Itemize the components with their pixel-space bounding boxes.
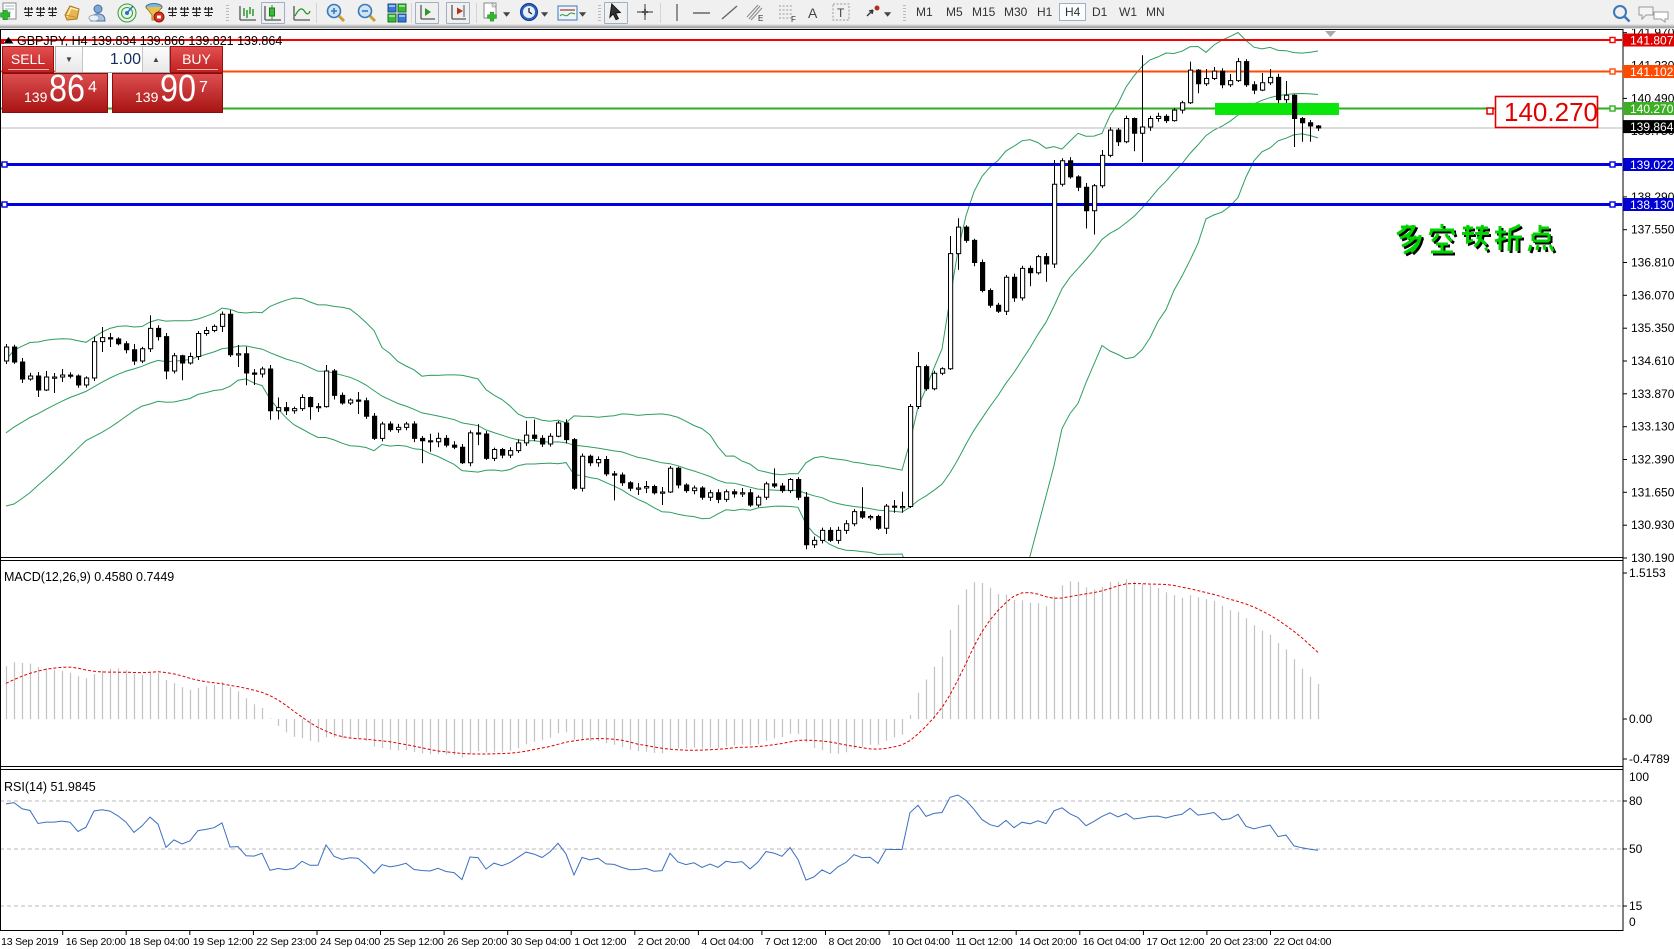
- svg-text:4 Oct 04:00: 4 Oct 04:00: [701, 936, 753, 948]
- svg-text:0: 0: [1629, 915, 1636, 929]
- svg-text:138.130: 138.130: [1630, 198, 1674, 212]
- svg-text:8 Oct 20:00: 8 Oct 20:00: [829, 936, 881, 948]
- svg-text:137.550: 137.550: [1631, 223, 1674, 237]
- svg-text:139.022: 139.022: [1630, 158, 1674, 172]
- svg-text:132.390: 132.390: [1631, 453, 1674, 467]
- svg-text:E: E: [758, 14, 763, 23]
- svg-text:133.130: 133.130: [1631, 420, 1674, 434]
- svg-text:141.807: 141.807: [1630, 34, 1674, 48]
- svg-text:16 Sep 20:00: 16 Sep 20:00: [66, 936, 126, 948]
- svg-text:139.864: 139.864: [1630, 120, 1674, 134]
- svg-text:131.650: 131.650: [1631, 485, 1674, 499]
- svg-text:2 Oct 20:00: 2 Oct 20:00: [638, 936, 690, 948]
- svg-text:1 Oct 12:00: 1 Oct 12:00: [574, 936, 626, 948]
- svg-text:133.870: 133.870: [1631, 387, 1674, 401]
- svg-text:11 Oct 12:00: 11 Oct 12:00: [956, 936, 1013, 948]
- svg-text:50: 50: [1629, 842, 1643, 856]
- svg-text:10 Oct 04:00: 10 Oct 04:00: [892, 936, 950, 948]
- svg-text:F: F: [791, 15, 796, 24]
- svg-text:7 Oct 12:00: 7 Oct 12:00: [765, 936, 817, 948]
- svg-text:-0.4789: -0.4789: [1629, 752, 1670, 766]
- svg-text:24 Sep 04:00: 24 Sep 04:00: [320, 936, 380, 948]
- svg-text:1.5153: 1.5153: [1629, 566, 1666, 580]
- svg-text:130.190: 130.190: [1631, 551, 1674, 565]
- svg-text:134.610: 134.610: [1631, 354, 1674, 368]
- svg-text:13 Sep 2019: 13 Sep 2019: [1, 936, 59, 948]
- svg-text:140.490: 140.490: [1631, 91, 1674, 105]
- svg-text:15: 15: [1629, 899, 1643, 913]
- svg-text:16 Oct 04:00: 16 Oct 04:00: [1083, 936, 1141, 948]
- svg-text:25 Sep 12:00: 25 Sep 12:00: [384, 936, 444, 948]
- svg-text:135.350: 135.350: [1631, 321, 1674, 335]
- svg-text:130.930: 130.930: [1631, 518, 1674, 532]
- svg-text:A: A: [808, 5, 818, 21]
- svg-text:0.00: 0.00: [1629, 712, 1653, 726]
- svg-text:GBPJPY, H4 139.834 139.866 13: GBPJPY, H4 139.834 139.866 139.821 139.8…: [17, 34, 282, 48]
- svg-text:RSI(14) 51.9845: RSI(14) 51.9845: [4, 780, 96, 794]
- svg-text:22 Sep 23:00: 22 Sep 23:00: [256, 936, 316, 948]
- svg-text:19 Sep 12:00: 19 Sep 12:00: [193, 936, 253, 948]
- svg-text:136.070: 136.070: [1631, 288, 1674, 302]
- svg-text:18 Sep 04:00: 18 Sep 04:00: [129, 936, 189, 948]
- svg-text:80: 80: [1629, 794, 1643, 808]
- svg-text:T: T: [837, 6, 845, 20]
- svg-text:14 Oct 20:00: 14 Oct 20:00: [1019, 936, 1077, 948]
- svg-text:136.810: 136.810: [1631, 256, 1674, 270]
- svg-text:140.270: 140.270: [1630, 102, 1674, 116]
- svg-text:MACD(12,26,9) 0.4580 0.7449: MACD(12,26,9) 0.4580 0.7449: [4, 570, 174, 584]
- svg-text:20 Oct 23:00: 20 Oct 23:00: [1210, 936, 1268, 948]
- svg-text:22 Oct 04:00: 22 Oct 04:00: [1274, 936, 1332, 948]
- svg-text:100: 100: [1629, 770, 1649, 784]
- svg-text:17 Oct 12:00: 17 Oct 12:00: [1146, 936, 1204, 948]
- svg-text:141.102: 141.102: [1630, 65, 1674, 79]
- svg-text:140.270: 140.270: [1504, 97, 1598, 127]
- svg-text:30 Sep 04:00: 30 Sep 04:00: [511, 936, 571, 948]
- svg-text:26 Sep 20:00: 26 Sep 20:00: [447, 936, 507, 948]
